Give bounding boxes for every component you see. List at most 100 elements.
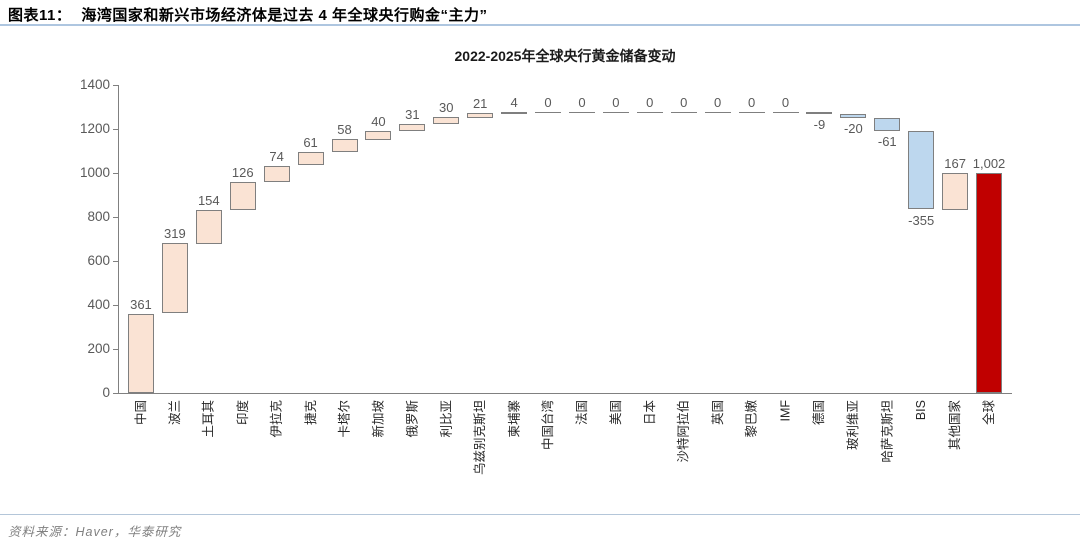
bar-value-label: 0 [544, 95, 552, 110]
bar-value-label: 154 [197, 193, 220, 208]
x-axis-label-text: 沙特阿拉伯 [676, 400, 691, 463]
bar-value-label: 0 [714, 95, 722, 110]
waterfall-bar [399, 124, 426, 131]
bar-value-label: -9 [813, 117, 826, 132]
x-axis-label-text: 黎巴嫩 [744, 400, 759, 438]
footer-divider [0, 514, 1080, 515]
waterfall-zero-bar [535, 112, 562, 113]
bar-value-label: 40 [371, 114, 386, 129]
x-axis-label-text: 利比亚 [439, 400, 454, 438]
y-axis-tick [113, 261, 118, 262]
bar-value-label: 167 [944, 156, 966, 171]
waterfall-zero-bar [772, 112, 799, 113]
x-axis-label-text: 其他国家 [948, 400, 963, 451]
bar-value-label: 4 [510, 95, 518, 110]
waterfall-zero-bar [670, 112, 697, 113]
y-axis [118, 85, 119, 393]
waterfall-chart: 2022-2025年全球央行黄金储备变动 0 200 400 600 800 1000 12… [0, 38, 1080, 508]
x-axis-label-text: 新加坡 [371, 400, 386, 438]
waterfall-bar [127, 314, 154, 393]
x-axis-label-text: 哈萨克斯坦 [880, 400, 895, 463]
bar-value-label: 0 [680, 95, 688, 110]
plot-area: 0 200 400 600 800 1000 1200 1400 361 中国 319 波兰 154 土耳… [0, 38, 1080, 508]
bar-value-label: -20 [843, 121, 863, 136]
x-axis-label-text: 中国 [133, 400, 148, 426]
source-note: 资料来源：Haver，华泰研究 [8, 525, 182, 539]
x-axis-label-text: 英国 [710, 400, 725, 426]
waterfall-bar [942, 173, 969, 210]
y-axis-tick [113, 173, 118, 174]
bar-value-label: 74 [269, 149, 284, 164]
y-axis-tick-label: 400 [87, 297, 110, 312]
waterfall-bar [331, 139, 358, 152]
y-axis-tick [113, 349, 118, 350]
x-axis-label-text: 中国台湾 [541, 400, 556, 451]
x-axis-label-text: 全球 [982, 400, 997, 426]
figure-header: 图表11： 海湾国家和新兴市场经济体是过去 4 年全球央行购金“主力” [8, 4, 488, 25]
waterfall-zero-bar [704, 112, 731, 113]
chart-title: 2022-2025年全球央行黄金储备变动 [454, 48, 676, 64]
waterfall-bar [908, 131, 935, 209]
x-axis-label-text: 日本 [642, 400, 657, 426]
waterfall-bar [874, 118, 901, 131]
bar-value-label: 0 [646, 95, 654, 110]
y-axis-tick-label: 0 [102, 385, 110, 400]
waterfall-bar [263, 166, 290, 182]
x-axis-label-text: 玻利维亚 [846, 400, 861, 451]
waterfall-bar [806, 112, 833, 114]
y-axis-tick-label: 800 [87, 209, 110, 224]
y-axis-tick-label: 1400 [79, 77, 110, 92]
waterfall-bar [161, 243, 188, 313]
x-axis-label-text: 俄罗斯 [405, 400, 420, 438]
bar-value-label: 61 [303, 135, 318, 150]
waterfall-bar [501, 112, 528, 114]
waterfall-bar [365, 131, 392, 140]
x-axis-label-text: 波兰 [167, 400, 182, 426]
x-axis-label-text: 德国 [812, 400, 827, 426]
waterfall-bar [195, 210, 222, 244]
waterfall-bar [840, 114, 867, 118]
bar-value-label: 0 [612, 95, 620, 110]
x-axis [118, 393, 1012, 394]
waterfall-bar [467, 113, 494, 118]
bar-value-label: 21 [472, 96, 488, 111]
waterfall-bar [976, 173, 1003, 393]
waterfall-bar [433, 117, 460, 124]
x-axis-label-text: 美国 [608, 400, 623, 426]
figure-title: 海湾国家和新兴市场经济体是过去 4 年全球央行购金“主力” [81, 7, 488, 24]
bar-value-label: -355 [908, 213, 935, 228]
figure-number: 图表11： [8, 7, 72, 24]
y-axis-tick-label: 1200 [79, 121, 110, 136]
bar-value-label: 319 [164, 226, 186, 241]
x-axis-label-text: 土耳其 [201, 400, 216, 438]
y-axis-tick [113, 305, 118, 306]
y-axis-tick-label: 1000 [79, 165, 110, 180]
header-divider [0, 24, 1080, 26]
x-axis-label-text: 乌兹别克斯坦 [473, 400, 488, 476]
waterfall-zero-bar [738, 112, 765, 113]
bar-value-label: 30 [439, 100, 454, 115]
x-axis-label-text: 卡塔尔 [337, 400, 352, 438]
x-axis-label-text: 法国 [574, 400, 589, 426]
waterfall-zero-bar [568, 112, 595, 113]
y-axis-tick [113, 129, 118, 130]
x-axis-label-text: IMF [778, 400, 793, 422]
y-axis-tick-label: 200 [87, 341, 110, 356]
y-axis-tick-label: 600 [87, 253, 110, 268]
x-axis-label-text: 印度 [235, 400, 250, 426]
bar-value-label: 361 [130, 297, 152, 312]
bar-value-label: 0 [578, 95, 586, 110]
y-axis-tick [113, 393, 118, 394]
x-axis-label-text: 伊拉克 [269, 400, 284, 438]
y-axis-tick [113, 85, 118, 86]
bar-value-label: 0 [781, 95, 790, 110]
waterfall-bar [229, 182, 256, 210]
x-axis-label-text: 捷克 [303, 400, 318, 426]
waterfall-zero-bar [602, 112, 629, 113]
x-axis-label-text: BIS [914, 400, 929, 421]
bar-value-label: 0 [747, 95, 756, 110]
x-axis-label-text: 柬埔寨 [507, 400, 522, 438]
waterfall-zero-bar [636, 112, 663, 113]
bar-value-label: 58 [337, 122, 352, 137]
